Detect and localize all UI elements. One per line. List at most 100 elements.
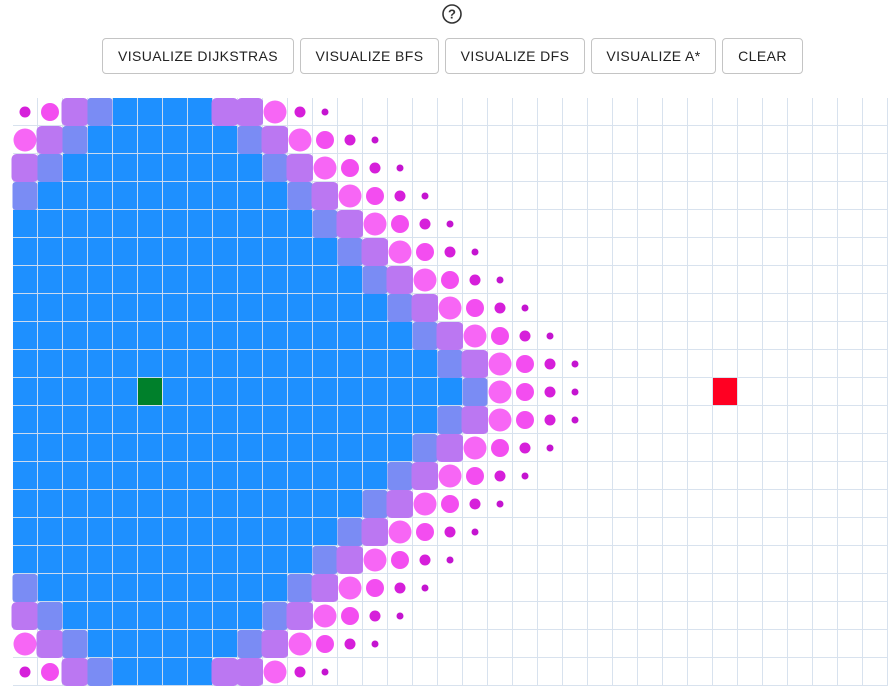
grid-cell-empty[interactable] (588, 154, 613, 182)
grid-cell-visited[interactable] (38, 406, 63, 434)
grid-cell-frontier-settled[interactable] (312, 209, 338, 238)
grid-cell-discovered-medium[interactable] (413, 518, 438, 546)
grid-cell-frontier-edge[interactable] (36, 125, 64, 154)
grid-cell-empty[interactable] (763, 574, 788, 602)
grid-cell-empty[interactable] (738, 434, 763, 462)
grid-cell-empty[interactable] (563, 238, 588, 266)
grid-cell-empty[interactable] (763, 658, 788, 686)
grid-cell-discovered-small[interactable] (438, 238, 463, 266)
grid-cell-frontier-edge[interactable] (36, 629, 64, 658)
grid-cell-empty[interactable] (788, 406, 813, 434)
grid-cell-frontier-settled[interactable] (437, 405, 463, 434)
grid-cell-visited[interactable] (263, 350, 288, 378)
grid-cell-empty[interactable] (513, 546, 538, 574)
grid-cell-empty[interactable] (738, 266, 763, 294)
grid-cell-empty[interactable] (763, 322, 788, 350)
grid-cell-empty[interactable] (563, 574, 588, 602)
grid-cell-empty[interactable] (513, 154, 538, 182)
grid-cell-visited[interactable] (138, 406, 163, 434)
grid-cell-empty[interactable] (563, 154, 588, 182)
grid-cell-visited[interactable] (138, 574, 163, 602)
grid-cell-empty[interactable] (863, 546, 888, 574)
grid-cell-visited[interactable] (288, 434, 313, 462)
grid-cell-discovered-large[interactable] (338, 574, 363, 602)
grid-cell-discovered-small[interactable] (488, 462, 513, 490)
grid-cell-empty[interactable] (663, 294, 688, 322)
grid-cell-empty[interactable] (713, 518, 738, 546)
grid-cell-discovered-large[interactable] (263, 658, 288, 686)
grid-cell-visited[interactable] (213, 546, 238, 574)
grid-cell-empty[interactable] (863, 602, 888, 630)
grid-cell-visited[interactable] (263, 546, 288, 574)
grid-cell-empty[interactable] (563, 98, 588, 126)
grid-cell-visited[interactable] (313, 322, 338, 350)
grid-cell-visited[interactable] (138, 154, 163, 182)
grid-cell-empty[interactable] (813, 378, 838, 406)
grid-cell-visited[interactable] (13, 518, 38, 546)
grid-cell-visited[interactable] (63, 462, 88, 490)
grid-cell-visited[interactable] (88, 266, 113, 294)
grid-cell-visited[interactable] (13, 322, 38, 350)
grid-cell-empty[interactable] (688, 238, 713, 266)
grid-cell-visited[interactable] (338, 294, 363, 322)
grid-cell-empty[interactable] (838, 266, 863, 294)
grid-cell-visited[interactable] (338, 434, 363, 462)
grid-cell-empty[interactable] (638, 294, 663, 322)
grid-cell-empty[interactable] (613, 98, 638, 126)
grid-cell-visited[interactable] (213, 574, 238, 602)
grid-cell-discovered-large[interactable] (488, 378, 513, 406)
grid-cell-discovered-tiny[interactable] (313, 658, 338, 686)
grid-cell-visited[interactable] (213, 322, 238, 350)
grid-cell-empty[interactable] (763, 378, 788, 406)
grid-cell-discovered-medium[interactable] (488, 434, 513, 462)
grid-cell-visited[interactable] (138, 266, 163, 294)
grid-cell-empty[interactable] (363, 98, 388, 126)
grid-cell-empty[interactable] (588, 602, 613, 630)
grid-cell-empty[interactable] (788, 490, 813, 518)
grid-cell-empty[interactable] (538, 266, 563, 294)
grid-cell-visited[interactable] (38, 574, 63, 602)
grid-cell-empty[interactable] (863, 378, 888, 406)
grid-cell-empty[interactable] (463, 546, 488, 574)
grid-cell-empty[interactable] (388, 98, 413, 126)
grid-cell-visited[interactable] (188, 210, 213, 238)
help-button[interactable]: ? (441, 3, 463, 25)
visualize-dijkstras-button[interactable]: VISUALIZE DIJKSTRAS (102, 38, 294, 74)
grid-cell-visited[interactable] (213, 406, 238, 434)
grid-cell-empty[interactable] (538, 602, 563, 630)
grid-cell-frontier-settled[interactable] (337, 237, 363, 266)
grid-cell-empty[interactable] (663, 630, 688, 658)
grid-cell-visited[interactable] (63, 546, 88, 574)
grid-cell-empty[interactable] (663, 602, 688, 630)
grid-cell-visited[interactable] (88, 630, 113, 658)
grid-cell-visited[interactable] (138, 322, 163, 350)
grid-cell-visited[interactable] (63, 490, 88, 518)
grid-cell-empty[interactable] (638, 350, 663, 378)
grid-cell-empty[interactable] (588, 658, 613, 686)
grid-cell-empty[interactable] (738, 630, 763, 658)
grid-cell-frontier-settled[interactable] (287, 573, 313, 602)
grid-cell-frontier-edge[interactable] (61, 97, 89, 126)
grid-cell-empty[interactable] (688, 406, 713, 434)
grid-cell-visited[interactable] (163, 266, 188, 294)
grid-cell-visited[interactable] (238, 434, 263, 462)
grid-cell-visited[interactable] (238, 322, 263, 350)
grid-cell-visited[interactable] (338, 322, 363, 350)
grid-cell-frontier-settled[interactable] (412, 321, 438, 350)
grid-cell-empty[interactable] (638, 518, 663, 546)
grid-cell-empty[interactable] (513, 574, 538, 602)
grid-cell-empty[interactable] (713, 462, 738, 490)
grid-cell-discovered-medium[interactable] (38, 98, 63, 126)
grid-cell-visited[interactable] (188, 518, 213, 546)
grid-cell-visited[interactable] (113, 378, 138, 406)
grid-cell-empty[interactable] (813, 434, 838, 462)
grid-cell-visited[interactable] (138, 98, 163, 126)
grid-cell-visited[interactable] (63, 322, 88, 350)
grid-cell-empty[interactable] (838, 546, 863, 574)
grid-cell-discovered-tiny[interactable] (563, 350, 588, 378)
grid-cell-empty[interactable] (763, 210, 788, 238)
grid-cell-discovered-small[interactable] (288, 98, 313, 126)
grid-cell-frontier-settled[interactable] (437, 349, 463, 378)
grid-cell-empty[interactable] (538, 574, 563, 602)
grid-cell-empty[interactable] (763, 630, 788, 658)
